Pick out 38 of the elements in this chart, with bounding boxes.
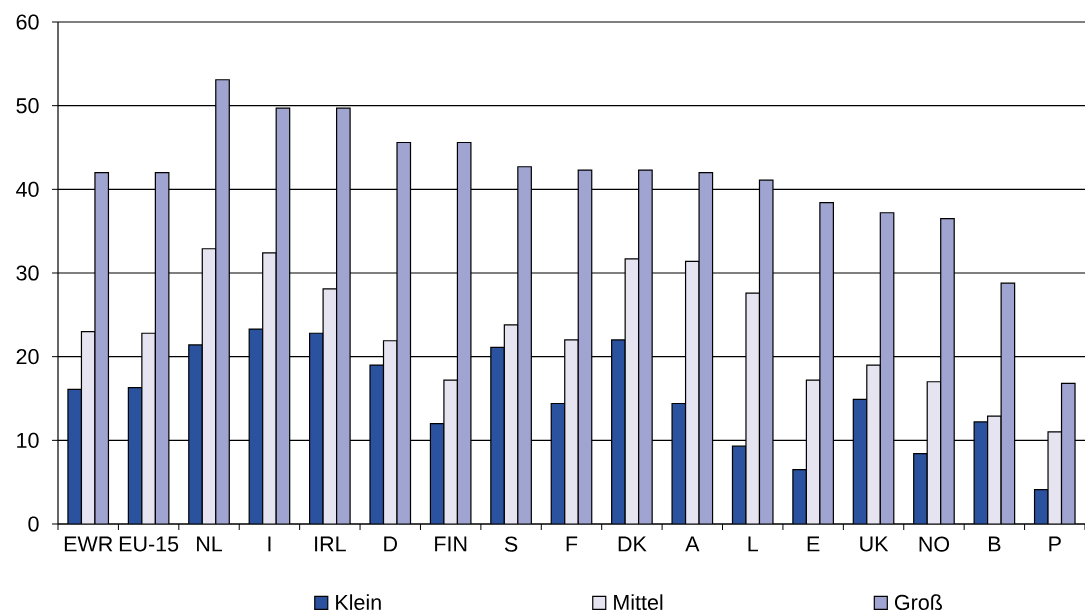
x-tick-label: E: [807, 536, 820, 552]
bar: [517, 166, 532, 524]
x-tick-label: F: [566, 536, 578, 552]
x-tick-label: NL: [197, 536, 223, 552]
bar: [490, 346, 505, 524]
y-tick-label: 50: [16, 98, 39, 114]
bar: [215, 79, 230, 524]
y-tick-label: 0: [28, 516, 39, 532]
y-tick-label: 30: [16, 265, 39, 281]
x-tick-label: EWR: [64, 536, 113, 552]
x-tick-label: FIN: [435, 536, 467, 552]
x-tick-label: D: [384, 536, 397, 552]
bar: [866, 364, 881, 524]
y-tick-label: 60: [16, 14, 39, 30]
legend-label: Mittel: [614, 594, 663, 611]
x-tick-label: EU-15: [119, 536, 179, 552]
x-tick-label: B: [988, 536, 1001, 552]
x-tick-label: UK: [860, 536, 889, 552]
x-tick-label: A: [685, 536, 700, 552]
x-tick-label: P: [1049, 536, 1061, 552]
x-tick-label: IRL: [315, 536, 346, 552]
bar: [564, 339, 579, 524]
x-tick-label: NO: [919, 536, 950, 552]
bar: [188, 344, 203, 524]
bar: [262, 252, 277, 524]
x-tick-label: I: [268, 536, 271, 552]
y-tick-label: 40: [16, 181, 39, 197]
bar: [940, 218, 955, 524]
bar: [611, 339, 626, 524]
bar: [638, 169, 653, 524]
x-tick-label: S: [504, 536, 518, 552]
y-tick-label: 10: [17, 432, 39, 448]
bar: [913, 453, 928, 524]
x-tick-label: L: [748, 536, 758, 552]
y-tick-label: 20: [16, 349, 39, 365]
x-tick-label: DK: [618, 536, 647, 552]
legend-label: Groß: [894, 594, 942, 611]
legend-label: Klein: [336, 594, 381, 611]
